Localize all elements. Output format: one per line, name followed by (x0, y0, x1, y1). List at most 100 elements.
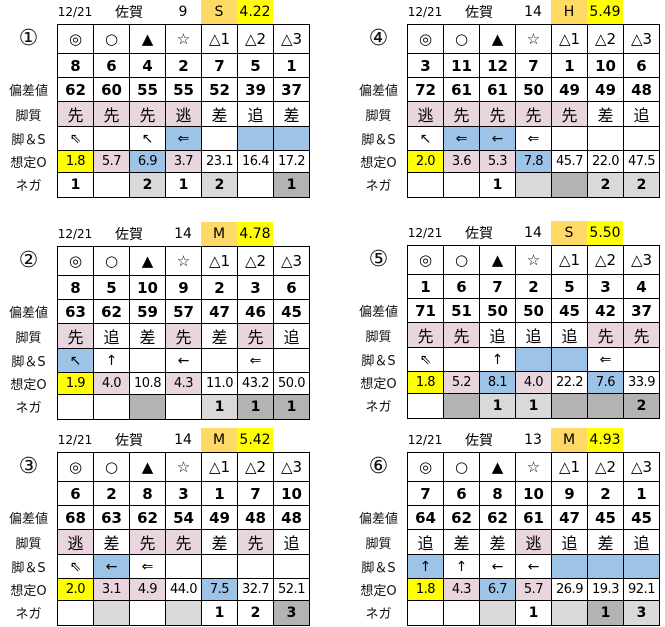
position-arrow-cell (237, 126, 274, 151)
estimated-odds-cell: 6.9 (129, 150, 166, 173)
pace-value: 5.42 (237, 428, 273, 452)
negative-cell (407, 172, 444, 198)
position-arrow-cell (623, 554, 660, 579)
mark-cell: ○ (443, 24, 480, 54)
position-arrow-cell: ← (479, 126, 516, 151)
race-venue: 佐賀 (115, 5, 143, 21)
pace-badge: S (201, 0, 237, 24)
position-arrow-cell (443, 347, 480, 372)
horse-number-cell: 2 (165, 53, 202, 78)
mark-cell: △3 (623, 245, 660, 275)
estimated-odds-cell: 8.1 (479, 371, 516, 394)
negative-cell: 3 (273, 600, 310, 626)
estimated-odds-cell: 16.4 (237, 150, 274, 173)
negative-cell: 3 (623, 600, 660, 626)
running-style-cell: 先 (165, 323, 202, 349)
horse-number-cell: 8 (129, 481, 166, 506)
position-arrow-cell: ↑ (407, 554, 444, 579)
horse-number-cell: 12 (479, 53, 516, 78)
horse-number-cell: 8 (479, 481, 516, 506)
table-row-odds: 2.0 3.1 4.9 44.0 7.5 32.7 52.1 (57, 578, 310, 601)
horse-number-cell: 8 (57, 275, 94, 300)
table-row-marks: ◎ ○ ▲ ☆ △1 △2 △3 (57, 246, 310, 276)
running-style-cell: 差 (587, 529, 624, 555)
table-row-odds: 1.8 5.7 6.9 3.7 23.1 16.4 17.2 (57, 150, 310, 173)
table-row-odds: 1.8 4.3 6.7 5.7 26.9 19.3 92.1 (407, 578, 660, 601)
negative-cell: 1 (201, 600, 238, 626)
pace-badge: M (201, 428, 237, 452)
position-arrow-cell: ⇐ (165, 126, 202, 151)
negative-cell: 1 (479, 172, 516, 198)
horse-number-cell: 6 (57, 481, 94, 506)
row-label-arrow: 脚＆S (11, 560, 46, 576)
estimated-odds-cell: 1.8 (57, 150, 94, 173)
position-arrow-cell (551, 347, 588, 372)
horse-number-cell: 10 (129, 275, 166, 300)
estimated-odds-cell: 45.7 (551, 150, 588, 173)
running-style-cell: 差 (273, 101, 310, 127)
table-row-style: 逃先先先先差追 (407, 101, 660, 127)
position-arrow-cell (623, 347, 660, 372)
table-row-arrow: ⇖ ← ⇐ (57, 554, 310, 579)
position-arrow-cell (165, 554, 202, 579)
running-style-cell: 追 (623, 101, 660, 127)
horse-number-cell: 6 (273, 275, 310, 300)
negative-cell: 2 (201, 172, 238, 198)
negative-cell: 2 (129, 172, 166, 198)
score-cell: 62 (443, 505, 480, 530)
row-label-nega: ネガ (365, 607, 392, 622)
horse-number-cell: 10 (587, 53, 624, 78)
running-style-cell: 追 (515, 322, 552, 348)
table-row-style: 逃差先先差先追 (57, 529, 310, 555)
mark-cell: ◎ (57, 452, 94, 482)
mark-cell: ◎ (407, 245, 444, 275)
negative-cell (237, 172, 274, 198)
race-number: ⑤ (368, 247, 389, 272)
running-style-cell: 先 (407, 322, 444, 348)
row-label-odds: 想定O (360, 376, 397, 392)
running-style-cell: 差 (129, 323, 166, 349)
position-arrow-cell (201, 126, 238, 151)
mark-cell: △3 (623, 452, 660, 482)
running-style-cell: 差 (201, 101, 238, 127)
horse-number-cell: 3 (165, 481, 202, 506)
negative-cell (93, 172, 130, 198)
mark-cell: ○ (93, 24, 130, 54)
table-row-arrow: ⇖ ↑ ⇐ (407, 347, 660, 372)
estimated-odds-cell: 33.9 (623, 371, 660, 394)
race-date: 12/21 (407, 433, 443, 447)
estimated-odds-cell: 4.9 (129, 578, 166, 601)
estimated-odds-cell: 5.7 (515, 578, 552, 601)
mark-cell: ▲ (129, 246, 166, 276)
horse-number-cell: 6 (93, 53, 130, 78)
estimated-odds-cell: 2.0 (57, 578, 94, 601)
running-style-cell: 先 (237, 529, 274, 555)
mark-cell: △3 (273, 24, 310, 54)
table-row-marks: ◎ ○ ▲ ☆ △1 △2 △3 (407, 452, 660, 482)
mark-cell: ☆ (515, 245, 552, 275)
prediction-table: ◎ ○ ▲ ☆ △1 △2 △3 8 6 4 2 7 5 1 62 60 55 55 52 39 37 先先先逃差追差 ⇖ ↖… (57, 24, 310, 198)
mark-cell: ▲ (129, 452, 166, 482)
horse-number-cell: 7 (515, 53, 552, 78)
estimated-odds-cell: 4.3 (443, 578, 480, 601)
table-row-arrow: ⇖ ↖ ⇐ (57, 126, 310, 151)
running-style-cell: 先 (443, 322, 480, 348)
row-label-arrow: 脚＆S (361, 560, 396, 576)
horse-number-cell: 2 (93, 481, 130, 506)
running-style-cell: 先 (237, 323, 274, 349)
score-cell: 62 (57, 77, 94, 102)
race-block: 12/21 佐賀 14 M 4.78 ② 偏差値 脚質 脚＆S 想定O ネガ ◎ ○ ▲ ☆ △1 △2 △3 8 5… (0, 222, 330, 422)
horse-number-cell: 1 (623, 481, 660, 506)
negative-cell (443, 172, 480, 198)
mark-cell: ◎ (57, 24, 94, 54)
prediction-table: ◎ ○ ▲ ☆ △1 △2 △3 7 6 8 10 9 2 1 64 62 62 61 47 45 45 追差差逃追差追 ↑… (407, 452, 660, 626)
score-cell: 45 (551, 298, 588, 323)
row-label-style: 脚質 (365, 108, 392, 124)
negative-cell (93, 394, 130, 420)
mark-cell: △1 (551, 452, 588, 482)
negative-cell (587, 393, 624, 419)
negative-cell (407, 600, 444, 626)
race-number: ① (18, 26, 39, 51)
mark-cell: ○ (93, 246, 130, 276)
